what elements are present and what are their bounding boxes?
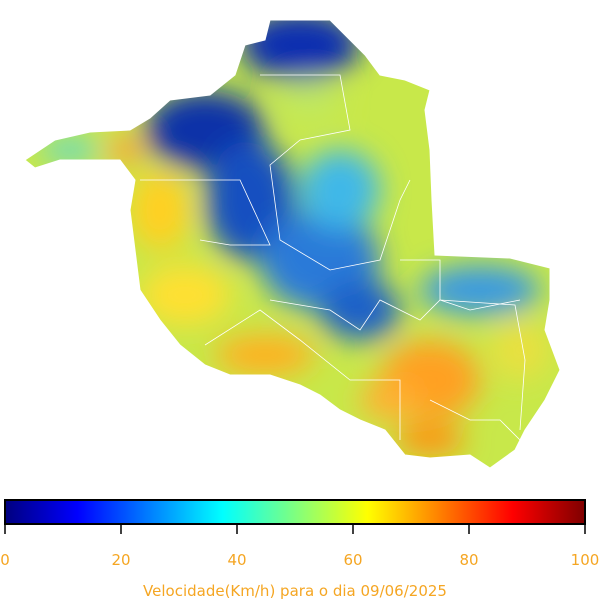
tick-label: 60 [343,551,362,569]
tick-label: 40 [227,551,246,569]
wind-map [25,20,560,468]
colorbar-axis: 0 20 40 60 80 100 [0,524,599,569]
colorbar [4,499,586,525]
colorbar-label: Velocidade(Km/h) para o dia 09/06/2025 [143,582,447,600]
tick-label: 0 [0,551,10,569]
tick-label: 80 [459,551,478,569]
tick-label: 20 [111,551,130,569]
tick-label: 100 [571,551,600,569]
